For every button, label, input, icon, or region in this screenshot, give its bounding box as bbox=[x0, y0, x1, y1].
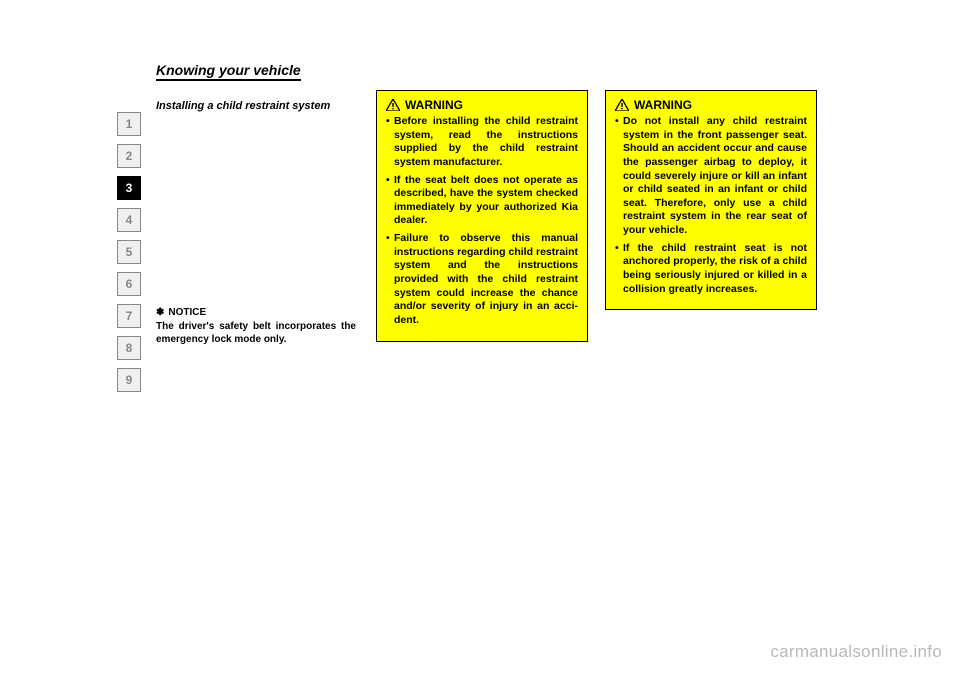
page-title: Knowing your vehicle bbox=[156, 62, 301, 81]
notice-label: NOTICE bbox=[168, 306, 206, 320]
tab-2[interactable]: 2 bbox=[117, 144, 141, 168]
section-subhead: Installing a child restraint system bbox=[156, 100, 331, 112]
body-column: ✽ NOTICE The driver's safety belt incorp… bbox=[156, 118, 356, 353]
warning-box-right: WARNING Do not install any child restrai… bbox=[605, 90, 817, 310]
warning-box-left: WARNING Before installing the child rest… bbox=[376, 90, 588, 342]
warning-label: WARNING bbox=[634, 98, 692, 112]
warning-list: Before installing the child restraint sy… bbox=[386, 115, 578, 328]
chapter-tabs: 1 2 3 4 5 6 7 8 9 bbox=[117, 112, 141, 400]
warning-heading: WARNING bbox=[615, 98, 807, 112]
tab-5[interactable]: 5 bbox=[117, 240, 141, 264]
tab-4[interactable]: 4 bbox=[117, 208, 141, 232]
warning-list: Do not install any child restraint syste… bbox=[615, 115, 807, 296]
tab-6[interactable]: 6 bbox=[117, 272, 141, 296]
watermark: carmanualsonline.info bbox=[770, 642, 942, 662]
warning-item: If the seat belt does not oper­ate as de… bbox=[386, 174, 578, 229]
warning-item: If the child restraint seat is not ancho… bbox=[615, 242, 807, 297]
warning-item: Before installing the child restraint sy… bbox=[386, 115, 578, 170]
warning-triangle-icon bbox=[386, 99, 400, 111]
manual-page: Knowing your vehicle Installing a child … bbox=[0, 0, 960, 678]
warning-heading: WARNING bbox=[386, 98, 578, 112]
warning-item: Failure to observe this manual instructi… bbox=[386, 232, 578, 327]
warning-triangle-icon bbox=[615, 99, 629, 111]
tab-9[interactable]: 9 bbox=[117, 368, 141, 392]
notice-heading: ✽ NOTICE bbox=[156, 306, 356, 320]
warning-item: Do not install any child restraint syste… bbox=[615, 115, 807, 238]
tab-1[interactable]: 1 bbox=[117, 112, 141, 136]
tab-8[interactable]: 8 bbox=[117, 336, 141, 360]
warning-label: WARNING bbox=[405, 98, 463, 112]
tab-7[interactable]: 7 bbox=[117, 304, 141, 328]
notice-body: The driver's safety belt incorporates th… bbox=[156, 320, 356, 347]
notice-star-icon: ✽ bbox=[156, 306, 164, 320]
tab-3[interactable]: 3 bbox=[117, 176, 141, 200]
